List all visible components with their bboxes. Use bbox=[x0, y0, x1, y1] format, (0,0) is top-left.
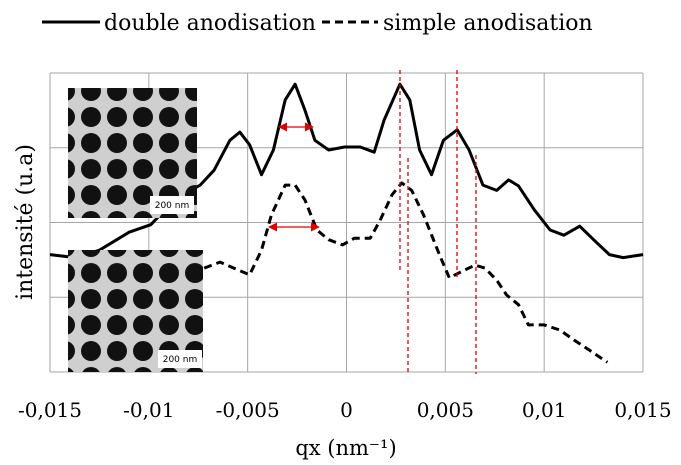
x-tick-label: 0,01 bbox=[522, 398, 567, 422]
scale-label: 200 nm bbox=[163, 355, 198, 365]
x-tick-label: 0,005 bbox=[417, 398, 474, 422]
scale-label: 200 nm bbox=[155, 201, 190, 211]
x-tick-label: -0,01 bbox=[123, 398, 174, 422]
x-axis-title: qx (nm⁻¹) bbox=[295, 436, 396, 460]
x-tick-label: 0 bbox=[340, 398, 353, 422]
scale-box bbox=[158, 350, 202, 368]
x-tick-label: -0,005 bbox=[216, 398, 280, 422]
series-line bbox=[203, 181, 609, 364]
y-axis-title: intensité (u.a) bbox=[13, 144, 38, 300]
legend: double anodisation simple anodisation bbox=[42, 11, 593, 36]
inset: 200 nm bbox=[68, 88, 197, 218]
inset: 200 nm bbox=[68, 250, 203, 372]
x-tick-label: 0,015 bbox=[614, 398, 671, 422]
x-tick-label: -0,015 bbox=[18, 398, 82, 422]
lines bbox=[49, 82, 644, 364]
legend-label: double anodisation bbox=[104, 11, 316, 36]
legend-label: simple anodisation bbox=[383, 11, 593, 36]
annotations bbox=[268, 70, 477, 374]
series-line bbox=[49, 82, 644, 260]
scale-box bbox=[150, 196, 194, 214]
